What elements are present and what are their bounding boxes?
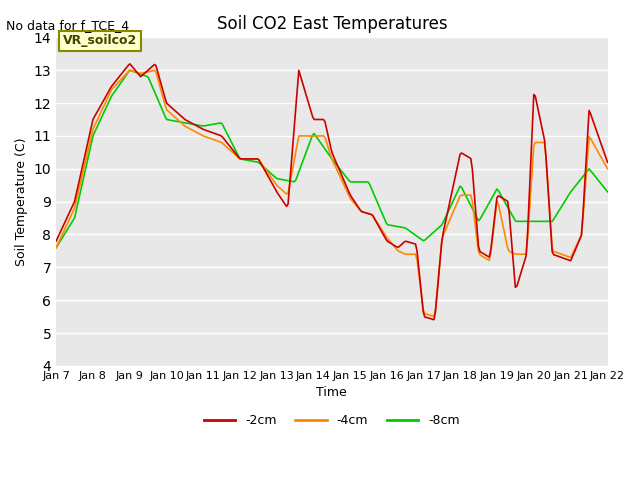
Text: VR_soilco2: VR_soilco2 <box>63 34 138 47</box>
Y-axis label: Soil Temperature (C): Soil Temperature (C) <box>15 137 28 266</box>
X-axis label: Time: Time <box>316 386 348 399</box>
Legend: -2cm, -4cm, -8cm: -2cm, -4cm, -8cm <box>199 409 465 432</box>
Text: No data for f_TCE_4: No data for f_TCE_4 <box>6 19 129 32</box>
Title: Soil CO2 East Temperatures: Soil CO2 East Temperatures <box>216 15 447 33</box>
